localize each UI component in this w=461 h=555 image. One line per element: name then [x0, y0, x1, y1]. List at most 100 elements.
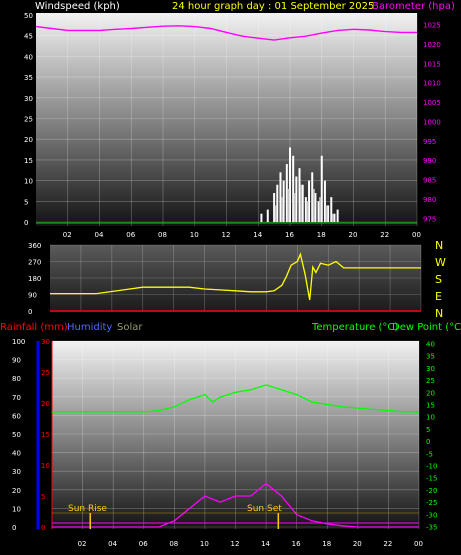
wind-tick-label: 10 — [24, 178, 33, 186]
gust-bar — [312, 188, 315, 222]
baro-tick-label: 990 — [423, 157, 436, 165]
x-tick-label: 02 — [63, 231, 72, 239]
humidity-tick-label: 80 — [12, 375, 21, 383]
gust-bar — [274, 205, 277, 222]
solar-line — [52, 482, 419, 528]
rain-tick-label: 25 — [41, 369, 50, 377]
temp-tick-label: -20 — [426, 487, 437, 495]
x-tick-label: 18 — [317, 231, 326, 239]
wind-bar — [260, 213, 263, 222]
baro-tick-label: 1015 — [423, 60, 441, 68]
baro-tick-label: 1000 — [423, 118, 441, 126]
rain-tick-label: 30 — [41, 338, 50, 346]
compass-label: N — [435, 307, 443, 320]
windspeed-bars — [260, 147, 339, 222]
wind-tick-label: 45 — [24, 33, 33, 41]
wind-bar — [292, 155, 295, 222]
x-tick-label: 14 — [253, 231, 262, 239]
humidity-y-ticks: 0 10 20 30 40 50 60 70 80 90 100 — [12, 338, 25, 532]
rain-tick-label: 10 — [41, 462, 50, 470]
temp-tick-label: 0 — [426, 438, 430, 446]
temp-tick-label: 30 — [426, 365, 435, 373]
compass-label: W — [435, 256, 446, 269]
baro-tick-label: 975 — [423, 215, 436, 223]
x-tick-label: 00 — [412, 231, 421, 239]
wind-bar — [304, 197, 307, 222]
x-tick-label: 22 — [383, 540, 392, 548]
wind-bar — [336, 209, 339, 222]
baro-tick-label: 1020 — [423, 41, 441, 49]
sunrise-label: Sun Rise — [68, 504, 107, 514]
barometer-y-ticks: 975 980 985 990 995 1000 1005 1010 1015 1020 1025 — [423, 22, 441, 224]
dir-tick-label: 180 — [28, 275, 41, 283]
baro-tick-label: 1005 — [423, 99, 441, 107]
x-tick-label: 12 — [231, 540, 240, 548]
dewpoint-axis-label: Dew Point (°C) — [392, 322, 461, 333]
humidity-tick-label: 10 — [12, 505, 21, 513]
humidity-tick-label: 60 — [12, 412, 21, 420]
wind-direction-line — [50, 252, 421, 301]
x-tick-label: 16 — [285, 231, 294, 239]
rainfall-axis-label: Rainfall (mm) — [0, 322, 68, 333]
wind-direction-y-ticks: 0 90 180 270 360 — [28, 242, 41, 316]
wind-bar — [273, 193, 276, 222]
gust-bar — [306, 201, 309, 222]
x-tick-label: 22 — [380, 231, 389, 239]
wind-bar — [289, 147, 291, 222]
compass-label: S — [435, 273, 442, 286]
wind-bar — [330, 197, 333, 222]
compass-label: N — [435, 239, 443, 252]
wind-tick-label: 0 — [24, 219, 28, 227]
temp-tick-label: -35 — [426, 524, 437, 532]
chart-title: 24 hour graph day : 01 September 2025 — [172, 1, 374, 12]
temp-tick-label: -15 — [426, 475, 437, 483]
humidity-tick-label: 20 — [12, 487, 21, 495]
baro-tick-label: 1010 — [423, 80, 441, 88]
wind-bar — [308, 180, 311, 222]
dir-tick-label: 0 — [28, 308, 32, 316]
x-tick-label: 08 — [158, 231, 167, 239]
barometer-axis-label: Barometer (hpa) — [372, 1, 455, 12]
wind-bar — [298, 168, 301, 222]
x-tick-label: 10 — [200, 540, 209, 548]
wind-tick-label: 15 — [24, 157, 33, 165]
temperature-panel-background — [52, 341, 419, 529]
wind-tick-label: 40 — [24, 53, 33, 61]
gust-bars — [274, 184, 334, 222]
baro-tick-label: 985 — [423, 177, 436, 185]
windspeed-x-ticks: 02 04 06 08 10 12 14 16 18 20 22 00 — [63, 231, 421, 239]
gust-bar — [325, 205, 328, 222]
x-tick-label: 10 — [190, 231, 199, 239]
humidity-tick-label: 30 — [12, 468, 21, 476]
solar-axis-label: Solar — [117, 322, 143, 333]
humidity-tick-label: 50 — [12, 431, 21, 439]
humidity-tick-label: 100 — [12, 338, 25, 346]
rain-tick-label: 15 — [41, 431, 50, 439]
rain-tick-label: 0 — [41, 524, 45, 532]
x-tick-label: 20 — [353, 540, 362, 548]
gust-bar — [331, 213, 334, 222]
temp-tick-label: -30 — [426, 511, 437, 519]
x-tick-label: 08 — [169, 540, 178, 548]
temperature-y-ticks: 40 35 30 25 20 15 10 5 0 -5 -10 -15 -20 -25 -30 -35 — [426, 340, 437, 531]
temp-tick-label: -10 — [426, 463, 437, 471]
temp-tick-label: 10 — [426, 414, 435, 422]
barometer-line — [35, 25, 417, 41]
wind-bar — [327, 205, 330, 222]
wind-bar — [333, 213, 336, 222]
wind-tick-label: 20 — [24, 136, 33, 144]
gust-bar — [293, 193, 296, 222]
dir-tick-label: 90 — [28, 292, 37, 300]
windspeed-axis-label: Windspeed (kph) — [35, 1, 120, 12]
baro-tick-label: 1025 — [423, 22, 441, 30]
rain-tick-label: 20 — [41, 400, 50, 408]
rainfall-y-ticks: 0 5 10 15 20 25 30 — [41, 338, 50, 532]
temp-tick-label: 25 — [426, 377, 435, 385]
wind-bar — [311, 172, 314, 222]
baro-tick-label: 995 — [423, 138, 436, 146]
sunset-label: Sun Set — [247, 504, 282, 514]
dir-tick-label: 360 — [28, 242, 41, 250]
baro-tick-label: 980 — [423, 196, 436, 204]
wind-tick-label: 25 — [24, 116, 33, 124]
x-tick-label: 06 — [139, 540, 148, 548]
